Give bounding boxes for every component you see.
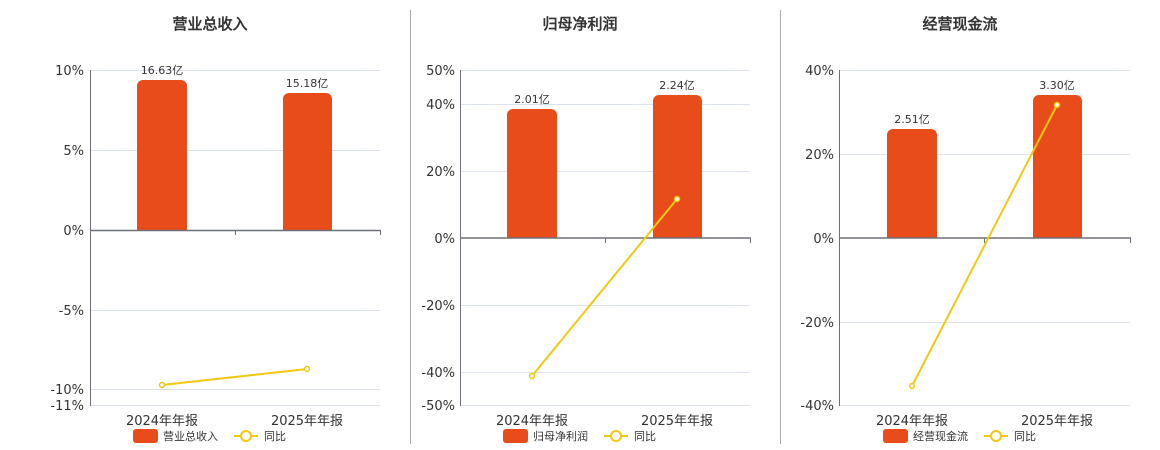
bar-value-label: 16.63亿 — [141, 64, 184, 77]
svg-text:-40%: -40% — [800, 399, 834, 414]
legend-line-marker — [240, 430, 252, 442]
legend[interactable]: 归母净利润 同比 — [503, 429, 656, 443]
chart-title: 营业总收入 — [172, 15, 247, 33]
legend-bar-label: 营业总收入 — [163, 429, 218, 443]
svg-text:10%: 10% — [55, 64, 84, 79]
yoy-point[interactable] — [1053, 101, 1061, 109]
svg-text:40%: 40% — [805, 64, 834, 79]
legend-line-marker — [610, 430, 622, 442]
bar-2025[interactable] — [653, 95, 702, 238]
bar-value-label: 3.30亿 — [1039, 79, 1075, 92]
legend-bar-swatch — [133, 429, 158, 443]
x-axis-label: 2025年年报 — [641, 414, 713, 429]
bar-value-label: 2.51亿 — [894, 113, 930, 126]
grid-lines — [90, 70, 380, 406]
legend-line-label: 同比 — [264, 430, 286, 443]
panel-divider — [780, 10, 781, 444]
legend[interactable]: 经营现金流 同比 — [883, 429, 1036, 443]
legend-line-label: 同比 — [634, 430, 656, 443]
bar-value-label: 2.01亿 — [514, 93, 550, 106]
svg-text:5%: 5% — [63, 144, 84, 159]
y-axis-labels: 50% 40% 20% 0% -20% -40% -50% — [421, 64, 455, 414]
yoy-line — [911, 104, 1058, 387]
legend-line-label: 同比 — [1014, 430, 1036, 443]
bar-2024[interactable] — [887, 129, 937, 238]
chart-revenue-svg: 营业总收入 10% 5% 0% -5% -10% -11% 16.63亿 15.… — [50, 15, 381, 443]
svg-text:-20%: -20% — [421, 299, 455, 314]
bar-2024[interactable] — [507, 109, 557, 238]
panel-divider — [410, 10, 411, 444]
bar-value-label: 15.18亿 — [286, 77, 329, 90]
y-axis-labels: 40% 20% 0% -20% -40% — [800, 64, 834, 414]
legend-bar-label: 归母净利润 — [533, 429, 588, 443]
x-axis-label: 2024年年报 — [876, 414, 948, 429]
legend-bar-label: 经营现金流 — [913, 429, 968, 443]
svg-text:-40%: -40% — [421, 366, 455, 381]
yoy-point[interactable] — [528, 372, 536, 380]
svg-text:20%: 20% — [805, 148, 834, 163]
legend-bar-swatch — [883, 429, 908, 443]
svg-text:0%: 0% — [813, 232, 834, 247]
svg-text:-50%: -50% — [421, 399, 455, 414]
svg-text:0%: 0% — [63, 224, 84, 239]
bar-2025[interactable] — [283, 93, 332, 230]
svg-text:40%: 40% — [426, 98, 455, 113]
bar-value-label: 2.24亿 — [659, 79, 695, 92]
chart-title: 归母净利润 — [542, 15, 617, 33]
legend-bar-swatch — [503, 429, 528, 443]
chart-title: 经营现金流 — [922, 15, 997, 33]
svg-text:0%: 0% — [434, 232, 455, 247]
chart-revenue: 营业总收入 10% 5% 0% -5% -10% -11% 16.63亿 15.… — [0, 0, 400, 450]
svg-text:-20%: -20% — [800, 316, 834, 331]
svg-text:20%: 20% — [426, 165, 455, 180]
x-axis-label: 2025年年报 — [1021, 414, 1093, 429]
legend-line-marker — [990, 430, 1002, 442]
bar-2024[interactable] — [137, 80, 187, 230]
yoy-point[interactable] — [158, 381, 166, 389]
x-axis-label: 2024年年报 — [126, 414, 198, 429]
yoy-point[interactable] — [303, 365, 311, 373]
svg-text:-10%: -10% — [50, 383, 84, 398]
legend[interactable]: 营业总收入 同比 — [133, 429, 286, 443]
yoy-point[interactable] — [908, 382, 916, 390]
x-axis-label: 2024年年报 — [496, 414, 568, 429]
y-axis-labels: 10% 5% 0% -5% -10% -11% — [50, 64, 84, 414]
bar-2025[interactable] — [1033, 95, 1082, 238]
yoy-line — [161, 368, 308, 386]
svg-text:-5%: -5% — [59, 304, 84, 319]
x-axis-label: 2025年年报 — [271, 414, 343, 429]
yoy-point[interactable] — [673, 195, 681, 203]
svg-text:50%: 50% — [426, 64, 455, 79]
svg-text:-11%: -11% — [50, 399, 84, 414]
yoy-line — [531, 198, 678, 377]
